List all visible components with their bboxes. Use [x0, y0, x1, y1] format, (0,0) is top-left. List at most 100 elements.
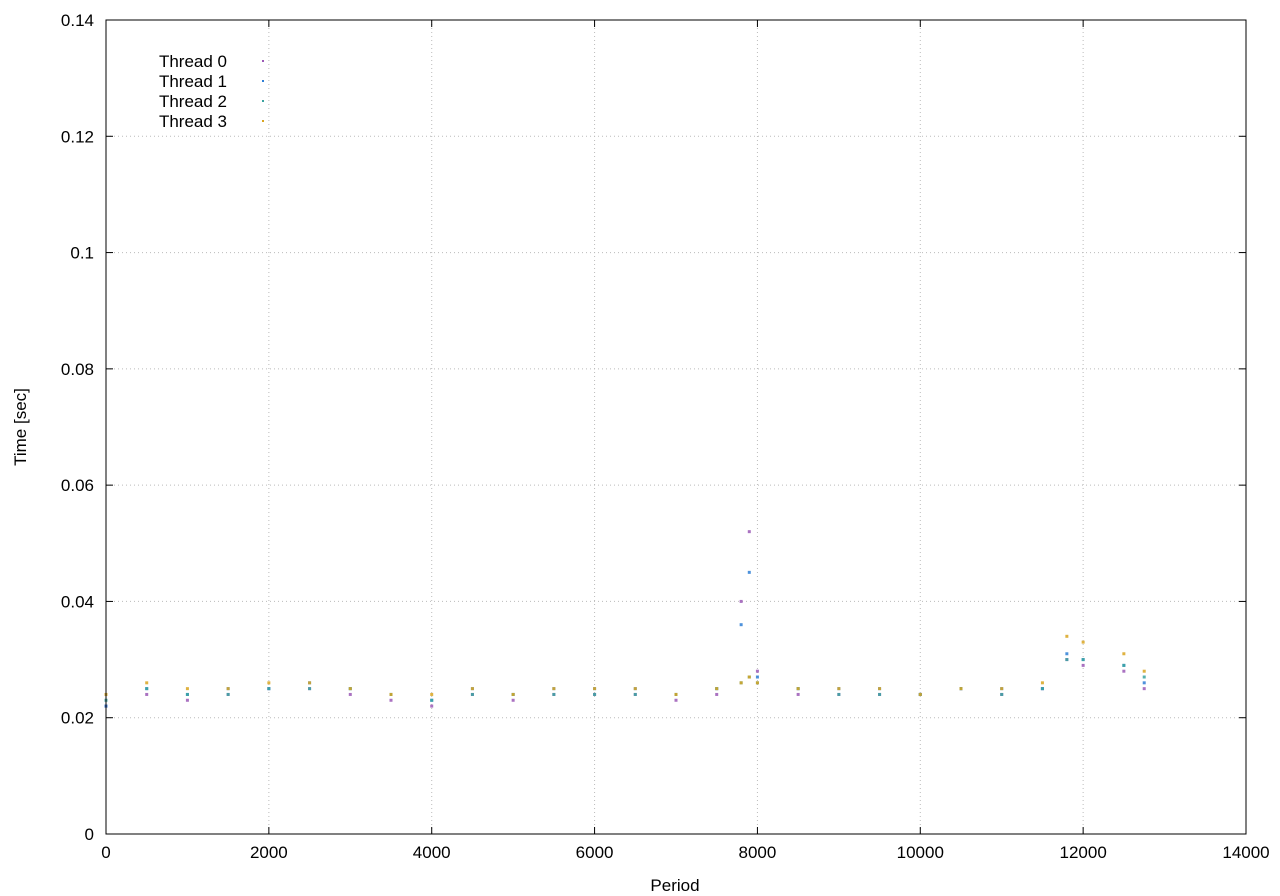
data-point — [511, 698, 515, 702]
data-point — [747, 530, 751, 534]
legend-label-thread-2: Thread 2 — [159, 92, 227, 111]
data-point — [185, 687, 189, 691]
data-point — [755, 681, 759, 685]
data-point — [430, 704, 434, 708]
data-point — [633, 687, 637, 691]
data-point — [837, 687, 841, 691]
data-points — [104, 530, 1146, 708]
data-point — [1040, 681, 1044, 685]
x-tick-label: 0 — [101, 843, 110, 862]
data-point — [1142, 687, 1146, 691]
data-point — [226, 692, 230, 696]
y-tick-label: 0 — [85, 825, 94, 844]
legend-label-thread-1: Thread 1 — [159, 72, 227, 91]
data-point — [739, 623, 743, 627]
y-axis-label: Time [sec] — [11, 388, 30, 466]
x-tick-label: 14000 — [1222, 843, 1269, 862]
y-tick-label: 0.06 — [61, 476, 94, 495]
axis-ticks: 0 2000 4000 6000 8000 10000 12000 14000 0 0.02 0.0… — [61, 11, 1270, 862]
y-tick-label: 0.14 — [61, 11, 94, 30]
legend-marker-thread-3 — [262, 120, 264, 122]
data-point — [593, 687, 597, 691]
legend-marker-thread-0 — [262, 60, 264, 62]
data-point — [145, 687, 149, 691]
data-point — [348, 692, 352, 696]
x-tick-label: 6000 — [576, 843, 614, 862]
x-tick-label: 2000 — [250, 843, 288, 862]
x-tick-label: 4000 — [413, 843, 451, 862]
y-tick-label: 0.12 — [61, 127, 94, 146]
data-point — [267, 681, 271, 685]
series-thread-1 — [104, 570, 1146, 708]
data-point — [430, 698, 434, 702]
data-point — [633, 692, 637, 696]
y-tick-label: 0.08 — [61, 360, 94, 379]
data-point — [267, 687, 271, 691]
data-point — [715, 687, 719, 691]
data-point — [185, 698, 189, 702]
data-point — [796, 687, 800, 691]
data-point — [593, 692, 597, 696]
series-thread-2 — [104, 658, 1146, 702]
data-point — [1000, 692, 1004, 696]
data-point — [715, 692, 719, 696]
series-thread-0 — [104, 530, 1146, 708]
data-point — [1065, 658, 1069, 662]
data-point — [1122, 652, 1126, 656]
data-point — [747, 570, 751, 574]
data-point — [674, 692, 678, 696]
data-point — [511, 692, 515, 696]
data-point — [1081, 658, 1085, 662]
data-point — [308, 687, 312, 691]
data-point — [185, 692, 189, 696]
data-point — [959, 687, 963, 691]
data-point — [1000, 687, 1004, 691]
y-tick-label: 0.02 — [61, 709, 94, 728]
data-point — [755, 675, 759, 679]
data-point — [878, 687, 882, 691]
data-point — [470, 692, 474, 696]
data-point — [1142, 681, 1146, 685]
data-point — [1065, 652, 1069, 656]
x-axis-label: Period — [650, 876, 699, 895]
data-point — [389, 698, 393, 702]
data-point — [552, 687, 556, 691]
legend: Thread 0 Thread 1 Thread 2 Thread 3 — [159, 52, 264, 131]
data-point — [470, 687, 474, 691]
legend-label-thread-3: Thread 3 — [159, 112, 227, 131]
legend-marker-thread-2 — [262, 100, 264, 102]
data-point — [226, 687, 230, 691]
data-point — [1081, 663, 1085, 667]
legend-label-thread-0: Thread 0 — [159, 52, 227, 71]
data-point — [308, 681, 312, 685]
data-point — [1142, 675, 1146, 679]
data-point — [1142, 669, 1146, 673]
grid-lines — [106, 20, 1246, 834]
legend-marker-thread-1 — [262, 80, 264, 82]
data-point — [837, 692, 841, 696]
data-point — [389, 692, 393, 696]
plot-frame — [105, 19, 1247, 835]
data-point — [878, 692, 882, 696]
data-point — [739, 599, 743, 603]
y-tick-label: 0.1 — [70, 244, 94, 263]
data-point — [348, 687, 352, 691]
data-point — [1081, 640, 1085, 644]
data-point — [755, 669, 759, 673]
data-point — [145, 692, 149, 696]
data-point — [747, 675, 751, 679]
data-point — [739, 681, 743, 685]
data-point — [1122, 663, 1126, 667]
x-tick-label: 10000 — [897, 843, 944, 862]
data-point — [1122, 669, 1126, 673]
data-point — [918, 692, 922, 696]
data-point — [674, 698, 678, 702]
data-point — [552, 692, 556, 696]
x-tick-label: 8000 — [739, 843, 777, 862]
data-point — [1065, 634, 1069, 638]
data-point — [1040, 687, 1044, 691]
x-tick-label: 12000 — [1060, 843, 1107, 862]
y-tick-label: 0.04 — [61, 592, 94, 611]
series-thread-3 — [104, 634, 1146, 696]
